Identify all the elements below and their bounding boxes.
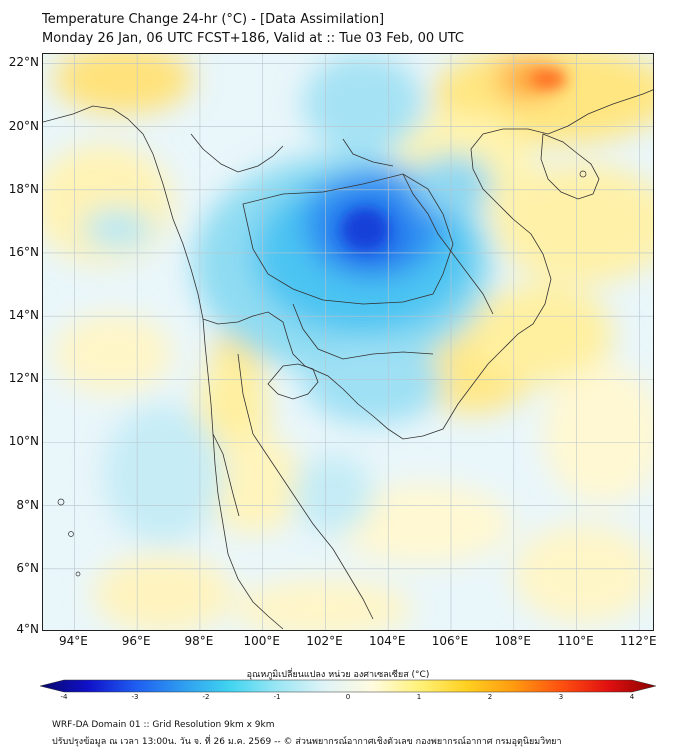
lon-label: 106°E (431, 634, 469, 648)
lat-label: 16°N (8, 244, 39, 259)
lon-label: 94°E (58, 634, 88, 648)
temperature-core (343, 69, 566, 249)
lat-label: 22°N (8, 55, 39, 70)
gridlines (43, 54, 653, 630)
temperature-change-map[interactable] (43, 54, 654, 631)
lon-label: 100°E (243, 634, 280, 648)
model-info: WRF-DA Domain 01 :: Grid Resolution 9km … (52, 720, 275, 730)
colorbar-tick: 0 (345, 693, 351, 701)
colorbar-tick: -3 (131, 693, 139, 701)
colorbar (40, 679, 656, 693)
lat-label: 18°N (8, 181, 39, 196)
lon-label: 112°E (620, 634, 657, 648)
lat-label: 6°N (16, 560, 39, 575)
islands (57, 170, 587, 577)
colorbar-tick: 1 (416, 693, 422, 701)
lon-label: 104°E (368, 634, 406, 648)
lat-label: 14°N (8, 308, 39, 323)
update-credit: ปรับปรุงข้อมูล ณ เวลา 13:00น. วัน จ. ที่… (52, 737, 562, 747)
colorbar-tick: 2 (487, 693, 493, 701)
colorbar-tick: 3 (558, 693, 564, 701)
lon-label: 102°E (306, 634, 343, 648)
lat-label: 4°N (16, 622, 39, 636)
colorbar-title: อุณหภูมิเปลี่ยนแปลง หน่วย องศาเซลเซียส (… (246, 670, 430, 680)
colorbar-tick: 4 (629, 693, 635, 701)
chart-title: Temperature Change 24-hr (°C) - [Data As… (42, 12, 385, 27)
forecast-validity: Monday 26 Jan, 06 UTC FCST+186, Valid at… (42, 31, 465, 46)
lat-label: 10°N (8, 434, 39, 449)
lat-label: 12°N (8, 371, 39, 386)
temperature-field (43, 54, 653, 630)
lon-label: 96°E (121, 634, 151, 648)
lat-label: 20°N (8, 118, 39, 133)
lon-label: 110°E (557, 634, 594, 648)
colorbar-tick: -1 (273, 693, 281, 701)
lat-label: 8°N (16, 497, 39, 512)
lon-label: 108°E (494, 634, 532, 648)
colorbar-tick: -2 (202, 693, 210, 701)
colorbar-tick: -4 (60, 693, 68, 701)
coastlines (43, 89, 653, 630)
lon-label: 98°E (184, 634, 214, 648)
map-frame[interactable] (42, 53, 654, 631)
